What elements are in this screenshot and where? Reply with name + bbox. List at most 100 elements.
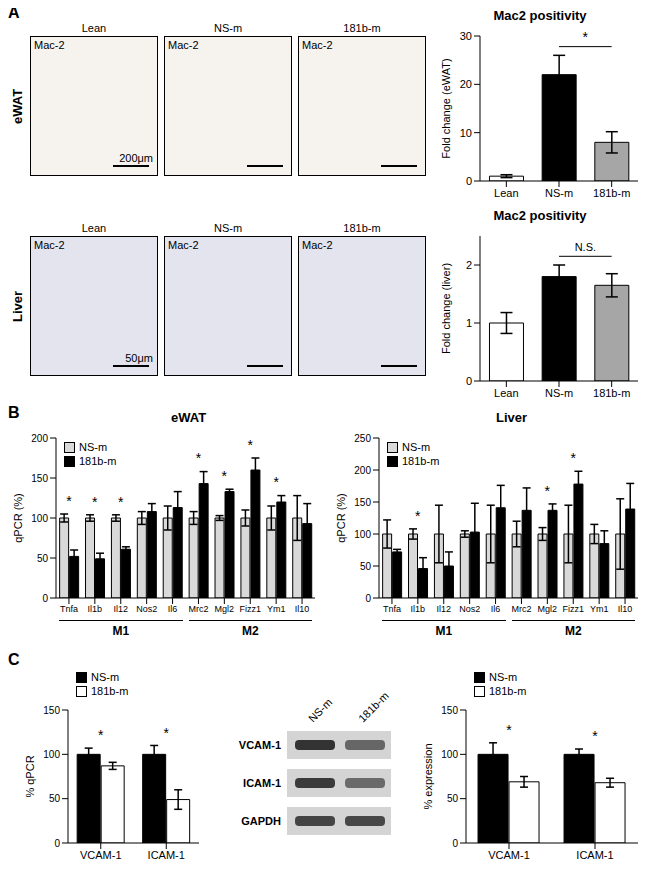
svg-text:30: 30	[460, 30, 472, 42]
svg-text:VCAM-1: VCAM-1	[488, 849, 530, 861]
svg-text:150: 150	[43, 705, 60, 716]
svg-text:100: 100	[354, 529, 371, 540]
html-text:181b-m: 181b-m	[343, 22, 381, 34]
svg-text:50: 50	[49, 793, 61, 804]
svg-text:Il1b: Il1b	[88, 604, 103, 614]
svg-text:qPCR (%): qPCR (%)	[335, 493, 347, 543]
svg-text:NS-m: NS-m	[545, 187, 573, 199]
svg-text:100: 100	[441, 749, 458, 760]
svg-text:*: *	[98, 727, 104, 743]
svg-text:250: 250	[354, 433, 371, 444]
svg-text:*: *	[164, 725, 170, 741]
svg-text:Fold change (eWAT): Fold change (eWAT)	[440, 58, 452, 158]
svg-text:*: *	[571, 450, 577, 466]
svg-text:Lean: Lean	[494, 187, 518, 199]
svg-text:0: 0	[54, 838, 60, 849]
svg-text:Il6: Il6	[491, 604, 501, 614]
svg-text:Mgl2: Mgl2	[538, 604, 558, 614]
svg-text:0: 0	[466, 175, 472, 187]
html-text:A: A	[8, 4, 20, 21]
svg-text:Ym1: Ym1	[590, 604, 609, 614]
svg-text:*: *	[92, 494, 98, 510]
svg-text:*: *	[248, 437, 254, 453]
svg-text:100: 100	[43, 749, 60, 760]
svg-text:ICAM-1: ICAM-1	[148, 849, 185, 861]
svg-text:Nos2: Nos2	[459, 604, 480, 614]
svg-text:Fizz1: Fizz1	[562, 604, 584, 614]
svg-text:200: 200	[354, 465, 371, 476]
svg-text:100: 100	[31, 513, 48, 524]
html-text:Lean: Lean	[81, 22, 107, 34]
svg-text:VCAM-1: VCAM-1	[239, 739, 281, 751]
svg-text:*: *	[222, 468, 228, 484]
svg-text:Mrc2: Mrc2	[188, 604, 208, 614]
svg-text:Mgl2: Mgl2	[215, 604, 235, 614]
html-text:Mac-2: Mac-2	[168, 39, 199, 51]
svg-text:Il12: Il12	[113, 604, 128, 614]
svg-text:Fizz1: Fizz1	[239, 604, 261, 614]
svg-text:Tnfa: Tnfa	[383, 604, 401, 614]
html-text:eWAT: eWAT	[10, 88, 26, 124]
svg-text:*: *	[118, 494, 124, 510]
html-text:Mac2 positivity: Mac2 positivity	[493, 8, 587, 23]
svg-text:50: 50	[37, 553, 49, 564]
svg-text:*: *	[66, 493, 72, 509]
svg-text:Ym1: Ym1	[267, 604, 286, 614]
html-text:NS-m: NS-m	[213, 22, 242, 34]
html-text:M1: M1	[435, 624, 453, 638]
svg-text:Il1b: Il1b	[411, 604, 426, 614]
svg-text:*: *	[273, 474, 279, 490]
svg-text:N.S.: N.S.	[575, 241, 596, 253]
svg-text:10: 10	[460, 127, 472, 139]
svg-text:0: 0	[452, 838, 458, 849]
svg-text:ICAM-1: ICAM-1	[576, 849, 613, 861]
svg-text:Tnfa: Tnfa	[60, 604, 78, 614]
svg-text:*: *	[506, 722, 512, 738]
svg-text:qPCR (%): qPCR (%)	[12, 493, 24, 543]
html-text:Liver: Liver	[496, 410, 527, 425]
svg-text:150: 150	[354, 497, 371, 508]
html-text:200μm: 200μm	[119, 152, 153, 164]
svg-text:Il6: Il6	[168, 604, 178, 614]
html-text:M2: M2	[241, 624, 259, 638]
svg-text:Nos2: Nos2	[136, 604, 157, 614]
svg-text:% qPCR: % qPCR	[24, 755, 36, 797]
html-text:Liver: Liver	[10, 290, 26, 322]
svg-text:0: 0	[365, 593, 371, 604]
svg-text:Mrc2: Mrc2	[511, 604, 531, 614]
html-text:M1: M1	[112, 624, 130, 638]
svg-text:GAPDH: GAPDH	[241, 815, 281, 827]
svg-text:181b-m: 181b-m	[593, 187, 630, 199]
svg-text:Fold change (liver): Fold change (liver)	[440, 263, 452, 354]
svg-text:50: 50	[360, 561, 372, 572]
svg-text:1: 1	[466, 317, 472, 329]
html-text:eWAT: eWAT	[170, 410, 207, 425]
svg-text:% expression: % expression	[422, 743, 434, 809]
svg-text:150: 150	[31, 473, 48, 484]
svg-text:NS-m: NS-m	[545, 387, 573, 399]
svg-text:181b-m: 181b-m	[593, 387, 630, 399]
svg-text:ICAM-1: ICAM-1	[243, 777, 281, 789]
svg-text:2: 2	[466, 259, 472, 271]
svg-text:181b-m: 181b-m	[356, 690, 391, 725]
svg-text:Il10: Il10	[295, 604, 310, 614]
svg-text:VCAM-1: VCAM-1	[80, 849, 122, 861]
svg-text:20: 20	[460, 78, 472, 90]
svg-text:Il12: Il12	[436, 604, 451, 614]
svg-text:*: *	[196, 450, 202, 466]
svg-text:0: 0	[42, 593, 48, 604]
svg-text:Il10: Il10	[618, 604, 633, 614]
svg-text:NS-m: NS-m	[306, 696, 334, 724]
html-text:M2: M2	[564, 624, 582, 638]
svg-text:Lean: Lean	[494, 387, 518, 399]
html-text:Mac2 positivity: Mac2 positivity	[493, 208, 587, 223]
svg-text:*: *	[583, 29, 589, 45]
svg-text:200: 200	[31, 433, 48, 444]
html-text:Mac-2: Mac-2	[34, 39, 65, 51]
svg-text:*: *	[545, 483, 551, 499]
svg-text:0: 0	[466, 375, 472, 387]
svg-text:50: 50	[447, 793, 459, 804]
svg-text:*: *	[592, 728, 598, 744]
svg-text:150: 150	[441, 705, 458, 716]
svg-text:*: *	[415, 508, 421, 524]
